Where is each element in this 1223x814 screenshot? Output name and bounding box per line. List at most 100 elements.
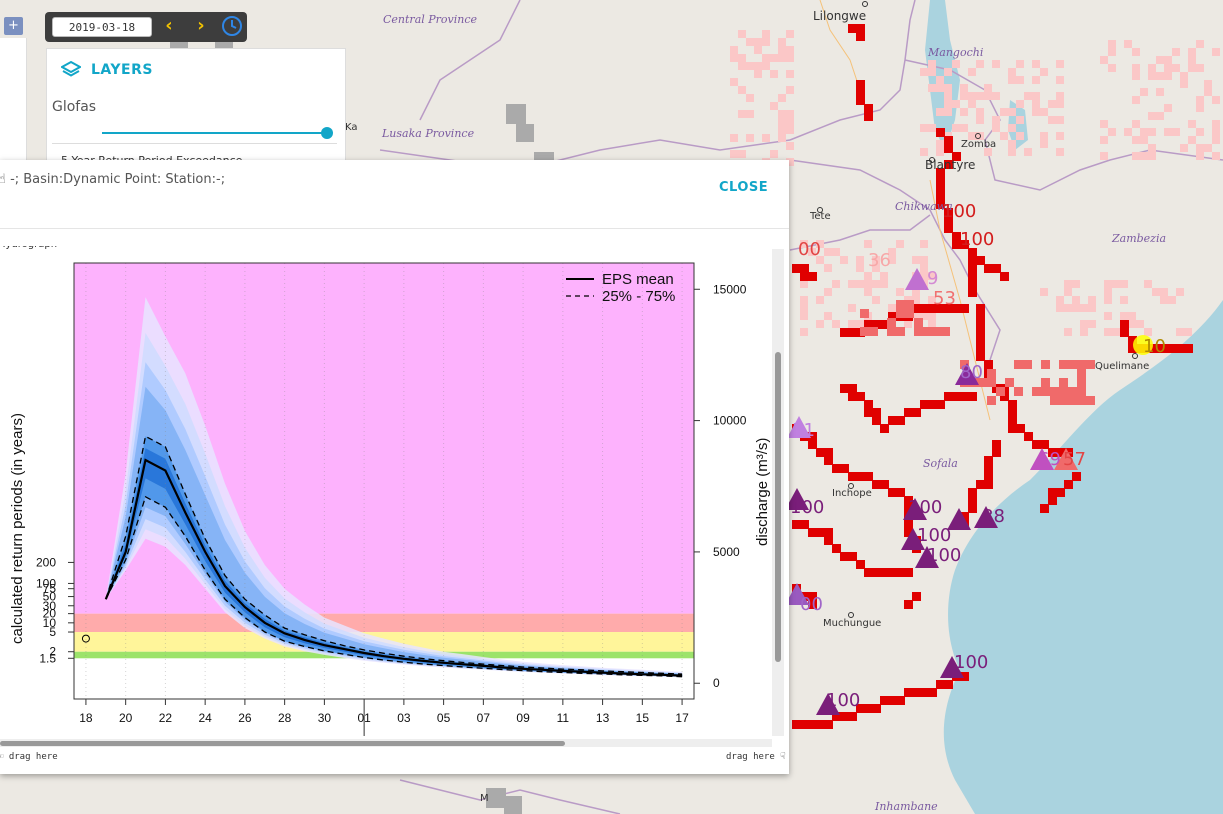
- pink-cell: [1172, 128, 1180, 136]
- pink-cell: [1064, 280, 1072, 288]
- pink-cell: [1048, 100, 1056, 108]
- pink-cell: [1160, 296, 1168, 304]
- vertical-scrollbar-thumb[interactable]: [775, 352, 781, 662]
- pink-cell: [912, 296, 920, 304]
- red-cell: [936, 200, 945, 209]
- station-triangle-icon[interactable]: [947, 508, 971, 530]
- station-triangle-icon[interactable]: [905, 268, 929, 290]
- pink-cell: [738, 150, 746, 158]
- red-cell: [888, 312, 897, 321]
- pink-cell: [960, 92, 968, 100]
- pink-cell: [1164, 128, 1172, 136]
- pink-cell: [944, 100, 952, 108]
- side-strip: [0, 38, 27, 168]
- chevron-right-icon[interactable]: ›: [197, 15, 205, 36]
- red-cell: [1048, 448, 1057, 457]
- red-cell: [1068, 387, 1077, 396]
- red-cell: [968, 288, 977, 297]
- pink-cell: [1128, 312, 1136, 320]
- drag-handle-left[interactable]: ☜ drag here: [0, 752, 58, 762]
- zoom-in-button[interactable]: +: [4, 17, 23, 35]
- return-period-band: [74, 613, 694, 633]
- station-triangle-icon[interactable]: [903, 498, 927, 520]
- layers-header[interactable]: LAYERS: [61, 59, 153, 81]
- red-cell: [932, 327, 941, 336]
- red-cell: [1056, 488, 1065, 497]
- pink-cell: [872, 280, 880, 288]
- pink-cell: [928, 312, 936, 320]
- red-cell: [960, 360, 969, 369]
- pink-cell: [1164, 56, 1172, 64]
- pink-cell: [1164, 64, 1172, 72]
- pink-cell: [1048, 116, 1056, 124]
- opacity-slider-handle[interactable]: [321, 127, 333, 139]
- clock-icon[interactable]: [221, 15, 243, 37]
- layers-title: LAYERS: [91, 62, 153, 78]
- x-tick-label: 17: [675, 711, 689, 725]
- red-cell: [941, 327, 950, 336]
- y-left-tick-label: 30: [43, 599, 57, 613]
- red-cell: [976, 312, 985, 321]
- pink-cell: [1204, 144, 1212, 152]
- red-cell: [872, 704, 881, 713]
- station-triangle-icon[interactable]: [787, 416, 811, 438]
- chevron-left-icon[interactable]: ‹: [165, 15, 173, 36]
- station-triangle-icon[interactable]: [974, 506, 998, 528]
- red-cell: [816, 448, 825, 457]
- red-cell: [1077, 369, 1086, 378]
- station-triangle-icon[interactable]: [785, 583, 809, 605]
- red-cell: [872, 416, 881, 425]
- drag-handle-right[interactable]: drag here ☟: [726, 752, 786, 762]
- marker-label: 100: [790, 497, 825, 518]
- red-cell: [824, 448, 833, 457]
- pink-cell: [1188, 48, 1196, 56]
- pink-cell: [1080, 320, 1088, 328]
- close-button[interactable]: CLOSE: [719, 180, 769, 195]
- pink-cell: [1204, 80, 1212, 88]
- pink-cell: [856, 280, 864, 288]
- pink-cell: [1196, 152, 1204, 160]
- red-cell: [996, 387, 1005, 396]
- series-75-line: [105, 435, 683, 675]
- station-triangle-icon[interactable]: [940, 656, 964, 678]
- pink-cell: [1032, 76, 1040, 84]
- station-triangle-icon[interactable]: [915, 546, 939, 568]
- left-axis-label: calculated return periods (in years): [9, 413, 26, 644]
- pink-cell: [960, 108, 968, 116]
- pink-cell: [1172, 64, 1180, 72]
- horizontal-scrollbar-thumb[interactable]: [0, 741, 565, 746]
- station-triangle-icon[interactable]: [1054, 448, 1078, 470]
- pink-cell: [976, 108, 984, 116]
- red-cell: [987, 369, 996, 378]
- pink-cell: [1120, 296, 1128, 304]
- hand-icon: ☟: [780, 752, 786, 762]
- red-cell: [912, 304, 921, 313]
- red-cell: [864, 568, 873, 577]
- drag-handle-left-text: drag here: [8, 752, 58, 762]
- city-label-lilongwe: Lilongwe: [813, 9, 867, 23]
- red-cell: [808, 592, 817, 601]
- station-triangle-icon[interactable]: [785, 488, 809, 510]
- station-triangle-icon[interactable]: [816, 693, 840, 715]
- station-triangle-icon[interactable]: [901, 528, 925, 550]
- x-tick-label: 18: [79, 711, 93, 725]
- pink-cell: [1160, 288, 1168, 296]
- station-triangle-icon[interactable]: [1030, 448, 1054, 470]
- opacity-slider-track[interactable]: [102, 132, 330, 134]
- pink-cell: [864, 280, 872, 288]
- red-cell: [808, 440, 817, 449]
- pink-cell: [928, 320, 936, 328]
- pink-cell: [992, 124, 1000, 132]
- pink-cell: [808, 248, 816, 256]
- red-cell: [872, 408, 881, 417]
- series-25-line: [105, 495, 683, 678]
- red-cell: [1128, 336, 1137, 345]
- chart-title: Hydrograph: [0, 239, 58, 250]
- station-triangle-icon[interactable]: [955, 363, 979, 385]
- region-label-lusaka-province: Lusaka Province: [382, 127, 475, 140]
- red-cell: [800, 592, 809, 601]
- date-input[interactable]: 2019-03-18: [52, 17, 152, 37]
- red-cell: [887, 327, 896, 336]
- pink-cell: [848, 320, 856, 328]
- pink-cell: [1128, 320, 1136, 328]
